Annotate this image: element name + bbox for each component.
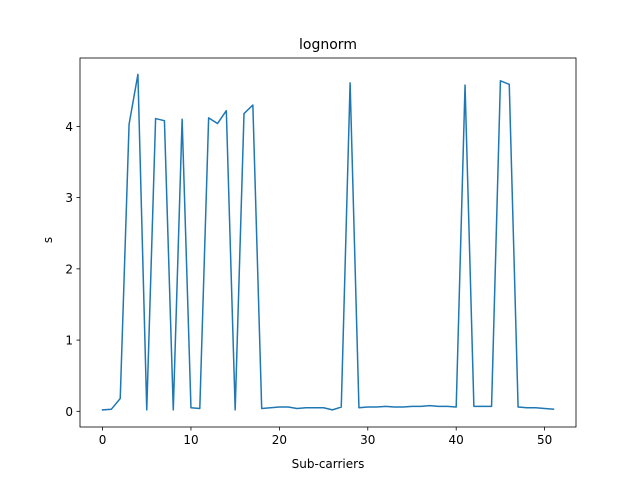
y-tick-label: 3 — [65, 191, 73, 205]
x-tick-label: 0 — [99, 433, 107, 447]
x-tick-label: 30 — [360, 433, 375, 447]
y-tick-label: 2 — [65, 262, 73, 276]
y-tick-label: 1 — [65, 334, 73, 348]
x-tick-label: 50 — [537, 433, 552, 447]
y-tick-label: 0 — [65, 405, 73, 419]
y-tick-label: 4 — [65, 120, 73, 134]
x-axis-label: Sub-carriers — [292, 457, 365, 471]
plot-area: 0 10 20 30 40 50 0 1 2 3 4 — [65, 57, 577, 447]
x-tick-label: 40 — [449, 433, 464, 447]
x-tick-label: 20 — [272, 433, 287, 447]
series-line-0 — [101, 73, 555, 411]
chart-title: lognorm — [299, 37, 357, 53]
axes-frame — [79, 57, 577, 428]
x-tick-label: 10 — [183, 433, 198, 447]
y-axis-label: s — [41, 237, 55, 243]
